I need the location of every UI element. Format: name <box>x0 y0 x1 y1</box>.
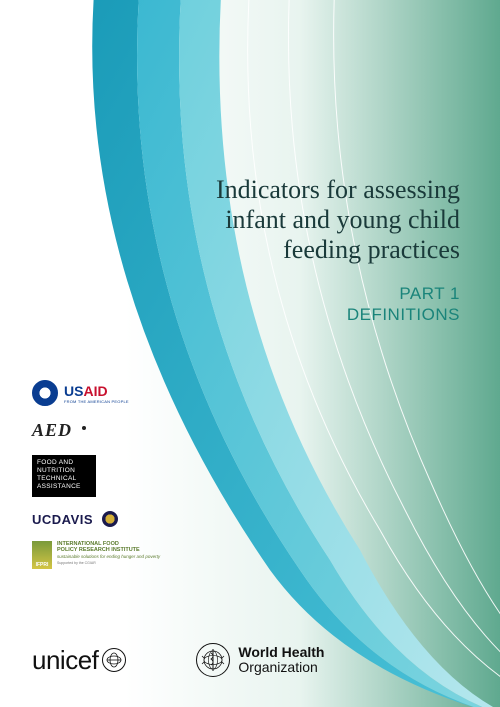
ucdavis-seal-icon <box>102 511 118 527</box>
ifpri-tagline: sustainable solutions for ending hunger … <box>57 554 160 559</box>
ifpri-mark-icon: IFPRI <box>32 541 52 569</box>
usaid-red: AID <box>83 383 107 399</box>
unicef-globe-icon <box>102 648 126 672</box>
who-logo: World Health Organization <box>196 643 324 677</box>
usaid-blue: US <box>64 383 83 399</box>
usaid-seal-icon <box>32 380 58 406</box>
aed-wordmark: AED <box>32 420 72 441</box>
ifpri-mark-label: IFPRI <box>36 562 49 569</box>
ifpri-logo: IFPRI INTERNATIONAL FOOD POLICY RESEARCH… <box>32 541 202 569</box>
ucdavis-logo: UCDAVIS <box>32 511 202 527</box>
subtitle-part: PART 1 <box>200 283 460 304</box>
fanta-line: FOOD AND <box>37 459 91 467</box>
who-emblem-icon <box>196 643 230 677</box>
subtitle-definitions: DEFINITIONS <box>200 304 460 325</box>
fanta-line: NUTRITION <box>37 467 91 475</box>
unicef-wordmark: unicef <box>32 645 98 676</box>
ucdavis-wordmark: UCDAVIS <box>32 512 93 527</box>
aed-dot-icon <box>82 426 86 430</box>
who-line2: Organization <box>238 660 324 675</box>
who-wordmark: World Health Organization <box>238 645 324 674</box>
document-title: Indicators for assessing infant and youn… <box>200 175 460 265</box>
who-line1: World Health <box>238 645 324 660</box>
ifpri-supported: Supported by the CGIAR <box>57 561 160 565</box>
document-cover: Indicators for assessing infant and youn… <box>0 0 500 707</box>
fanta-box: FOOD AND NUTRITION TECHNICAL ASSISTANCE <box>32 455 96 497</box>
document-subtitle: PART 1 DEFINITIONS <box>200 283 460 326</box>
usaid-tagline: FROM THE AMERICAN PEOPLE <box>64 399 129 404</box>
decorative-arcs <box>0 0 500 707</box>
fanta-line: TECHNICAL <box>37 475 91 483</box>
usaid-wordmark: USAID <box>64 383 129 399</box>
usaid-logo: USAID FROM THE AMERICAN PEOPLE <box>32 380 202 406</box>
aed-logo: AED <box>32 420 202 441</box>
title-block: Indicators for assessing infant and youn… <box>200 175 460 325</box>
bottom-logos-row: unicef World Health Organization <box>32 643 472 677</box>
ifpri-name: INTERNATIONAL FOOD POLICY RESEARCH INSTI… <box>57 541 160 553</box>
fanta-logo: FOOD AND NUTRITION TECHNICAL ASSISTANCE <box>32 455 202 497</box>
fanta-line: ASSISTANCE <box>37 483 91 491</box>
unicef-logo: unicef <box>32 645 126 676</box>
partner-logos-column: USAID FROM THE AMERICAN PEOPLE AED FOOD … <box>32 380 202 569</box>
